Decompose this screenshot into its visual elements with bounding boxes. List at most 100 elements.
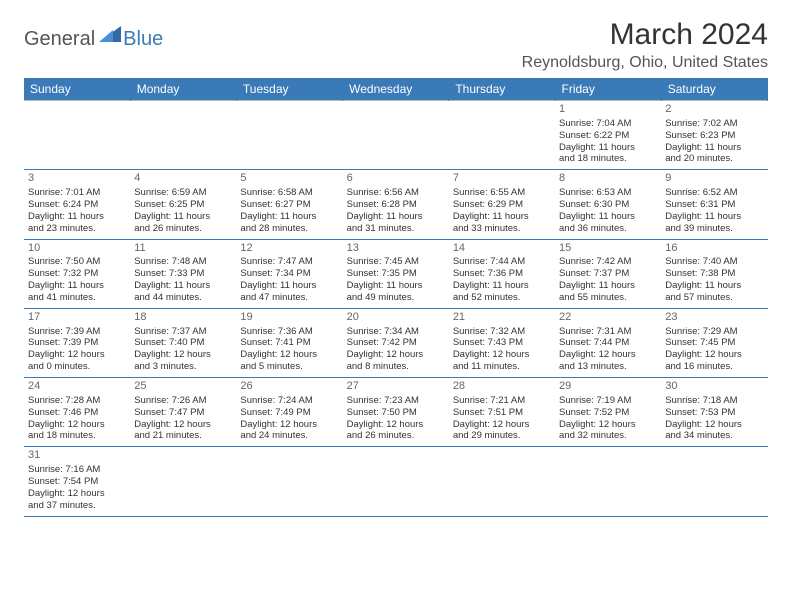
sun-info-line: Sunset: 7:49 PM	[240, 407, 338, 419]
sun-info-line: Sunrise: 6:59 AM	[134, 187, 232, 199]
day-cell: 8Sunrise: 6:53 AMSunset: 6:30 PMDaylight…	[555, 170, 661, 239]
day-number: 13	[347, 242, 445, 256]
day-number: 12	[240, 242, 338, 256]
sun-info-line: Sunrise: 7:32 AM	[453, 326, 551, 338]
sun-info-line: and 3 minutes.	[134, 361, 232, 373]
day-header: Friday	[555, 78, 661, 101]
day-number: 9	[665, 172, 763, 186]
sun-info-line: Sunset: 7:37 PM	[559, 268, 657, 280]
sun-info-line: Daylight: 11 hours	[559, 280, 657, 292]
sun-info-line: Sunset: 7:39 PM	[28, 337, 126, 349]
empty-cell	[661, 447, 767, 516]
sun-info-line: and 8 minutes.	[347, 361, 445, 373]
day-cell: 4Sunrise: 6:59 AMSunset: 6:25 PMDaylight…	[130, 170, 236, 239]
empty-cell	[343, 447, 449, 516]
page-title: March 2024	[522, 18, 768, 52]
sun-info-line: and 23 minutes.	[28, 223, 126, 235]
sun-info-line: Daylight: 11 hours	[453, 280, 551, 292]
empty-cell	[449, 447, 555, 516]
sun-info-line: Daylight: 11 hours	[559, 142, 657, 154]
day-number: 5	[240, 172, 338, 186]
sun-info-line: Daylight: 11 hours	[134, 211, 232, 223]
day-cell: 19Sunrise: 7:36 AMSunset: 7:41 PMDayligh…	[236, 308, 342, 377]
day-cell: 31Sunrise: 7:16 AMSunset: 7:54 PMDayligh…	[24, 447, 130, 516]
day-cell: 30Sunrise: 7:18 AMSunset: 7:53 PMDayligh…	[661, 378, 767, 447]
day-number: 2	[665, 103, 763, 117]
sun-info-line: Sunrise: 7:48 AM	[134, 256, 232, 268]
sun-info-line: Sunset: 7:41 PM	[240, 337, 338, 349]
day-number: 24	[28, 380, 126, 394]
sun-info-line: Sunrise: 7:34 AM	[347, 326, 445, 338]
day-cell: 10Sunrise: 7:50 AMSunset: 7:32 PMDayligh…	[24, 239, 130, 308]
day-cell: 6Sunrise: 6:56 AMSunset: 6:28 PMDaylight…	[343, 170, 449, 239]
sun-info-line: Sunset: 7:50 PM	[347, 407, 445, 419]
sun-info-line: Sunrise: 7:02 AM	[665, 118, 763, 130]
sun-info-line: and 16 minutes.	[665, 361, 763, 373]
day-cell: 15Sunrise: 7:42 AMSunset: 7:37 PMDayligh…	[555, 239, 661, 308]
sun-info-line: Sunrise: 7:24 AM	[240, 395, 338, 407]
sun-info-line: Daylight: 11 hours	[240, 280, 338, 292]
day-number: 17	[28, 311, 126, 325]
empty-cell	[24, 101, 130, 170]
sun-info-line: Sunset: 6:24 PM	[28, 199, 126, 211]
day-number: 1	[559, 103, 657, 117]
day-number: 20	[347, 311, 445, 325]
sun-info-line: Sunrise: 7:04 AM	[559, 118, 657, 130]
day-header-row: SundayMondayTuesdayWednesdayThursdayFrid…	[24, 78, 768, 101]
sun-info-line: Daylight: 12 hours	[665, 349, 763, 361]
day-number: 30	[665, 380, 763, 394]
sun-info-line: and 21 minutes.	[134, 430, 232, 442]
sun-info-line: Sunrise: 7:18 AM	[665, 395, 763, 407]
empty-cell	[449, 101, 555, 170]
sun-info-line: and 26 minutes.	[347, 430, 445, 442]
logo: General Blue	[24, 24, 163, 54]
day-cell: 13Sunrise: 7:45 AMSunset: 7:35 PMDayligh…	[343, 239, 449, 308]
day-number: 25	[134, 380, 232, 394]
sun-info-line: Daylight: 11 hours	[559, 211, 657, 223]
sun-info-line: Daylight: 11 hours	[28, 211, 126, 223]
week-row: 31Sunrise: 7:16 AMSunset: 7:54 PMDayligh…	[24, 447, 768, 516]
sun-info-line: Daylight: 11 hours	[28, 280, 126, 292]
day-number: 4	[134, 172, 232, 186]
calendar-body: 1Sunrise: 7:04 AMSunset: 6:22 PMDaylight…	[24, 101, 768, 517]
day-number: 19	[240, 311, 338, 325]
sun-info-line: Sunset: 6:23 PM	[665, 130, 763, 142]
week-row: 3Sunrise: 7:01 AMSunset: 6:24 PMDaylight…	[24, 170, 768, 239]
sun-info-line: Daylight: 11 hours	[134, 280, 232, 292]
title-block: March 2024 Reynoldsburg, Ohio, United St…	[522, 18, 768, 72]
day-number: 14	[453, 242, 551, 256]
day-header: Monday	[130, 78, 236, 101]
day-cell: 1Sunrise: 7:04 AMSunset: 6:22 PMDaylight…	[555, 101, 661, 170]
sun-info-line: Daylight: 12 hours	[134, 349, 232, 361]
day-cell: 17Sunrise: 7:39 AMSunset: 7:39 PMDayligh…	[24, 308, 130, 377]
sun-info-line: Sunset: 7:35 PM	[347, 268, 445, 280]
sun-info-line: Sunset: 6:31 PM	[665, 199, 763, 211]
sun-info-line: Sunset: 7:51 PM	[453, 407, 551, 419]
logo-text-blue: Blue	[123, 28, 163, 51]
sun-info-line: Sunset: 6:25 PM	[134, 199, 232, 211]
sun-info-line: Sunset: 7:36 PM	[453, 268, 551, 280]
sun-info-line: Sunrise: 7:16 AM	[28, 464, 126, 476]
day-cell: 21Sunrise: 7:32 AMSunset: 7:43 PMDayligh…	[449, 308, 555, 377]
sun-info-line: Daylight: 11 hours	[453, 211, 551, 223]
day-cell: 12Sunrise: 7:47 AMSunset: 7:34 PMDayligh…	[236, 239, 342, 308]
day-number: 23	[665, 311, 763, 325]
sun-info-line: Daylight: 12 hours	[347, 419, 445, 431]
sun-info-line: Daylight: 12 hours	[347, 349, 445, 361]
day-number: 8	[559, 172, 657, 186]
sun-info-line: Sunrise: 6:58 AM	[240, 187, 338, 199]
sun-info-line: and 32 minutes.	[559, 430, 657, 442]
sun-info-line: and 0 minutes.	[28, 361, 126, 373]
sun-info-line: Sunrise: 7:42 AM	[559, 256, 657, 268]
day-number: 6	[347, 172, 445, 186]
day-number: 21	[453, 311, 551, 325]
sun-info-line: Sunset: 7:34 PM	[240, 268, 338, 280]
day-cell: 27Sunrise: 7:23 AMSunset: 7:50 PMDayligh…	[343, 378, 449, 447]
logo-triangle-icon	[99, 24, 121, 42]
sun-info-line: Sunrise: 6:52 AM	[665, 187, 763, 199]
sun-info-line: Sunrise: 7:39 AM	[28, 326, 126, 338]
sun-info-line: and 41 minutes.	[28, 292, 126, 304]
empty-cell	[343, 101, 449, 170]
sun-info-line: Sunset: 7:32 PM	[28, 268, 126, 280]
sun-info-line: and 55 minutes.	[559, 292, 657, 304]
